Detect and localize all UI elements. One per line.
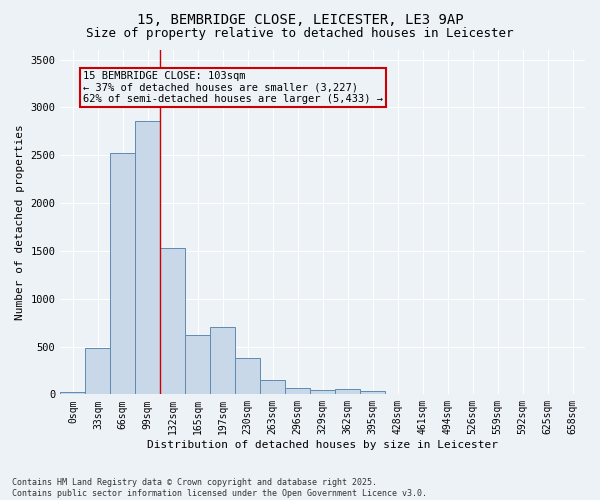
Bar [160, 248, 185, 394]
Bar [210, 328, 235, 394]
Bar [136, 121, 160, 394]
Text: Size of property relative to detached houses in Leicester: Size of property relative to detached ho… [86, 28, 514, 40]
Bar [335, 389, 360, 394]
Text: 15 BEMBRIDGE CLOSE: 103sqm
← 37% of detached houses are smaller (3,227)
62% of s: 15 BEMBRIDGE CLOSE: 103sqm ← 37% of deta… [83, 71, 383, 104]
Bar [85, 348, 110, 395]
Bar [260, 380, 285, 394]
Bar [235, 358, 260, 395]
Bar [61, 392, 85, 394]
Bar [310, 390, 335, 394]
Bar [110, 154, 136, 394]
Bar [285, 388, 310, 394]
Y-axis label: Number of detached properties: Number of detached properties [15, 124, 25, 320]
Bar [185, 335, 210, 394]
Text: 15, BEMBRIDGE CLOSE, LEICESTER, LE3 9AP: 15, BEMBRIDGE CLOSE, LEICESTER, LE3 9AP [137, 12, 463, 26]
X-axis label: Distribution of detached houses by size in Leicester: Distribution of detached houses by size … [147, 440, 498, 450]
Bar [360, 392, 385, 394]
Text: Contains HM Land Registry data © Crown copyright and database right 2025.
Contai: Contains HM Land Registry data © Crown c… [12, 478, 427, 498]
